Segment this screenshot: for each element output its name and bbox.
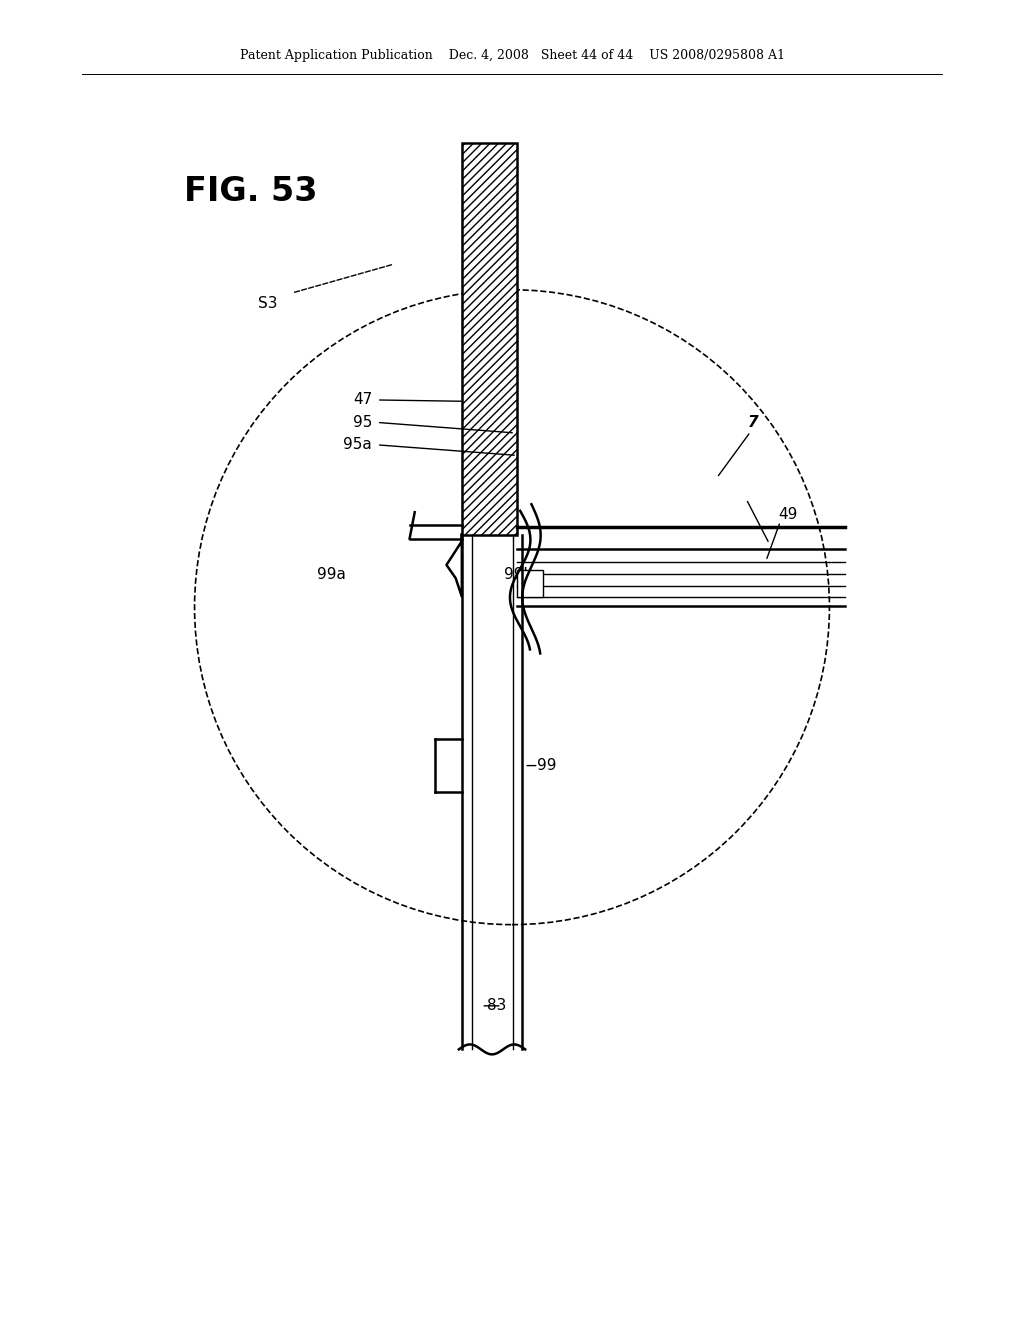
Text: FIG. 53: FIG. 53 bbox=[184, 176, 317, 209]
Text: Patent Application Publication    Dec. 4, 2008   Sheet 44 of 44    US 2008/02958: Patent Application Publication Dec. 4, 2… bbox=[240, 49, 784, 62]
Text: 47: 47 bbox=[353, 392, 373, 408]
Text: 99: 99 bbox=[537, 758, 556, 774]
Bar bbox=[517, 570, 543, 597]
Text: 95: 95 bbox=[353, 414, 373, 430]
Text: 99b: 99b bbox=[504, 566, 534, 582]
Text: 7: 7 bbox=[748, 414, 758, 430]
Text: 83: 83 bbox=[487, 998, 507, 1014]
Text: 99a: 99a bbox=[317, 566, 346, 582]
Bar bbox=[462, 143, 517, 535]
Text: 49: 49 bbox=[778, 507, 798, 523]
Text: S3: S3 bbox=[258, 296, 278, 312]
Text: 95a: 95a bbox=[343, 437, 372, 453]
